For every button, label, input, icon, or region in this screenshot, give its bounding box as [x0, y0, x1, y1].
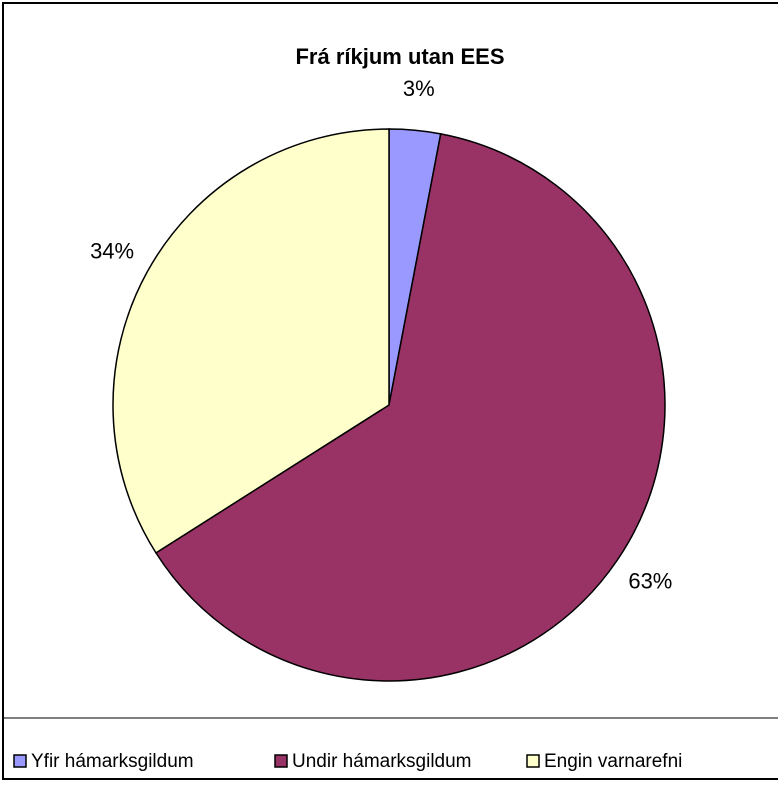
legend-swatch	[13, 754, 27, 768]
legend-label: Undir hámarksgildum	[292, 751, 472, 772]
legend-swatch	[526, 754, 540, 768]
pie-slice	[154, 133, 666, 682]
legend-label: Yfir hámarksgildum	[31, 751, 194, 772]
chart-title: Frá ríkjum utan EES	[295, 44, 504, 69]
data-label: 3%	[403, 76, 435, 101]
legend-swatch	[274, 754, 288, 768]
data-label: 34%	[90, 239, 134, 264]
legend-label: Engin varnarefni	[544, 751, 682, 772]
data-label: 63%	[628, 568, 672, 593]
pie-slice	[112, 128, 390, 554]
